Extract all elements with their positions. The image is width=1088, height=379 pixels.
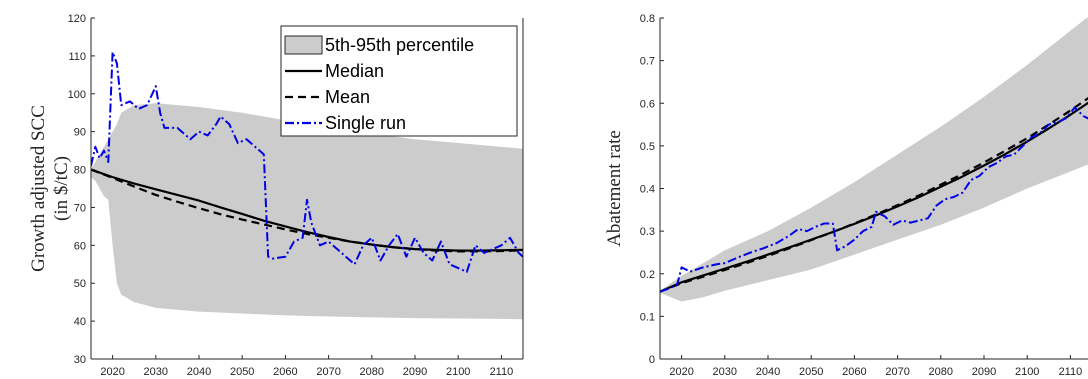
y-tick-label: 110	[68, 51, 86, 63]
x-tick-label: 2060	[273, 366, 297, 378]
y-tick-label: 60	[74, 240, 86, 252]
plot-area	[660, 18, 1088, 302]
x-tick-label: 2070	[885, 366, 909, 378]
y-tick-label: 70	[74, 202, 86, 214]
x-tick-label: 2040	[187, 366, 211, 378]
x-tick-label: 2050	[799, 366, 823, 378]
series-mean	[660, 97, 1088, 293]
x-tick-label: 2030	[713, 366, 737, 378]
y-tick-label: 0.5	[640, 141, 655, 153]
legend-swatch-band	[284, 35, 323, 55]
x-tick-label: 2100	[1015, 366, 1039, 378]
y-tick-label: 90	[74, 127, 86, 139]
y-axis-label: Growth adjusted SCC	[28, 105, 49, 272]
x-tick-label: 2080	[360, 366, 384, 378]
percentile-band	[91, 103, 523, 320]
y-tick-label: 0.4	[640, 184, 655, 196]
legend-label: Single run	[325, 113, 406, 133]
x-tick-label: 2050	[230, 366, 254, 378]
y-tick-label: 50	[74, 278, 86, 290]
x-tick-label: 2090	[972, 366, 996, 378]
y-tick-label: 100	[68, 89, 86, 101]
y-tick-label: 40	[74, 316, 86, 328]
percentile-band	[660, 18, 1088, 302]
x-tick-label: 2100	[446, 366, 470, 378]
y-tick-label: 30	[74, 354, 86, 366]
x-tick-label: 2030	[144, 366, 168, 378]
series-single-run	[91, 51, 524, 273]
series-mean	[91, 168, 524, 253]
legend: 5th-95th percentile Median Mean Single run	[280, 25, 518, 137]
series-single-run	[660, 106, 1088, 293]
x-tick-label: 2020	[100, 366, 124, 378]
y-tick-label: 120	[68, 13, 86, 25]
plot-area	[91, 51, 524, 320]
y-tick-label: 0.7	[640, 56, 655, 68]
y-tick-label: 0.2	[640, 269, 655, 281]
y-tick-label: 0.3	[640, 226, 655, 238]
series-median	[660, 101, 1088, 293]
x-tick-label: 2110	[1059, 366, 1083, 378]
x-tick-label: 2090	[403, 366, 427, 378]
y-axis-label: Abatement rate	[604, 130, 625, 247]
x-tick-label: 2040	[756, 366, 780, 378]
y-tick-label: 0	[649, 354, 655, 366]
y-tick-label: 0.8	[640, 13, 655, 25]
abatement-rate-chart: 0 0.1 0.2 0.3 0.4 0.5 0.6 0.7 0.8 2020 2030 2040 205…	[604, 13, 1088, 378]
x-tick-label: 2110	[490, 366, 514, 378]
x-tick-label: 2060	[842, 366, 866, 378]
legend-label: Mean	[325, 87, 370, 107]
x-tick-label: 2020	[669, 366, 693, 378]
y-tick-label: 0.6	[640, 98, 655, 110]
x-tick-label: 2070	[316, 366, 340, 378]
x-tick-label: 2080	[929, 366, 953, 378]
legend-label: Median	[325, 61, 384, 81]
y-tick-label: 80	[74, 165, 86, 177]
y-axis-label: (in $/tC)	[51, 156, 72, 221]
legend-label: 5th-95th percentile	[325, 35, 474, 55]
y-tick-label: 0.1	[640, 311, 655, 323]
scc-chart: 30 40 50 60 70 80 90 100 110 120 2020 2030 2040 2050 2…	[28, 13, 524, 378]
